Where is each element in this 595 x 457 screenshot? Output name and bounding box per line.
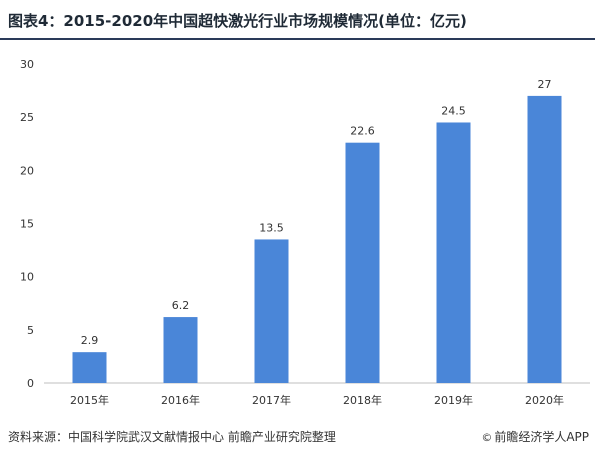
bar-2018年 — [345, 142, 380, 383]
y-tick-label: 0 — [27, 377, 34, 390]
credit-label: © 前瞻经济学人APP — [481, 428, 589, 445]
y-tick-label: 30 — [20, 58, 34, 71]
copyright-icon: © — [481, 431, 493, 444]
y-tick-label: 25 — [20, 111, 34, 124]
data-label: 27 — [538, 78, 552, 91]
x-tick-label: 2017年 — [252, 393, 291, 407]
bar-2019年 — [436, 122, 471, 383]
bar-2020年 — [527, 95, 562, 384]
y-tick-label: 5 — [27, 324, 34, 337]
bar-2016年 — [163, 317, 198, 383]
y-tick-label: 15 — [20, 218, 34, 231]
x-tick-label: 2015年 — [70, 393, 109, 407]
bar-2017年 — [254, 239, 289, 383]
data-label: 2.9 — [81, 334, 99, 347]
x-tick-label: 2018年 — [343, 393, 382, 407]
credit-text: 前瞻经济学人APP — [494, 430, 589, 444]
data-label: 13.5 — [259, 221, 284, 234]
bar-2015年 — [72, 352, 107, 383]
chart-title: 图表4：2015-2020年中国超快激光行业市场规模情况(单位：亿元) — [8, 12, 467, 30]
data-label: 22.6 — [350, 125, 375, 138]
source-note: 资料来源：中国科学院武汉文献情报中心 前瞻产业研究院整理 — [8, 430, 336, 444]
y-tick-label: 20 — [20, 164, 34, 177]
x-tick-label: 2019年 — [434, 393, 473, 407]
bar-chart: 0 5 10 15 20 25 30 2.9 2015年 6.2 2016年 13.5 2017年 22.… — [20, 58, 590, 407]
data-label: 6.2 — [172, 299, 190, 312]
x-tick-label: 2020年 — [525, 393, 564, 407]
title-divider — [0, 38, 595, 40]
x-tick-label: 2016年 — [161, 393, 200, 407]
data-label: 24.5 — [441, 104, 466, 117]
y-tick-label: 10 — [20, 271, 34, 284]
